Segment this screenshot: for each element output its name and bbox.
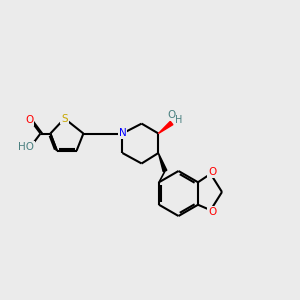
Text: O: O: [208, 207, 216, 217]
Polygon shape: [158, 122, 173, 134]
Polygon shape: [158, 153, 167, 172]
Text: HO: HO: [18, 142, 34, 152]
Text: O: O: [25, 115, 33, 125]
Text: O: O: [208, 167, 216, 177]
Text: O: O: [167, 110, 175, 121]
Text: S: S: [61, 113, 68, 124]
Text: H: H: [175, 115, 183, 125]
Text: N: N: [118, 128, 126, 139]
